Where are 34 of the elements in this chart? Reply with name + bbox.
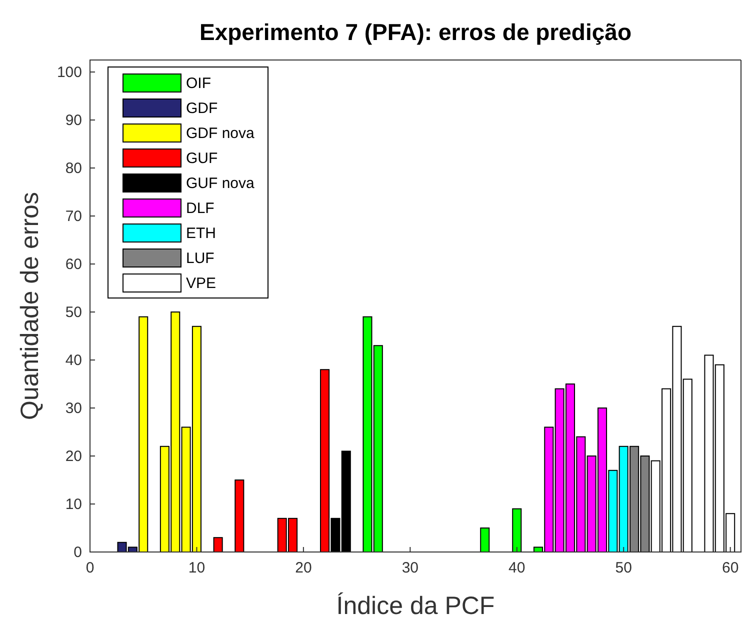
legend-label: ETH [186,225,216,242]
y-tick-label: 70 [65,208,82,225]
legend-label: VPE [186,275,216,292]
y-tick-label: 0 [74,544,82,561]
y-tick-label: 10 [65,496,82,513]
x-tick-label: 40 [508,560,526,577]
x-tick-label: 30 [402,560,419,577]
x-axis-title: Índice da PCF [336,592,495,620]
y-tick-label: 100 [56,64,82,81]
bar [213,537,223,552]
chart-title: Experimento 7 (PFA): erros de predição [199,19,632,45]
y-tick-label: 80 [65,160,82,177]
x-tick-label: 60 [722,560,739,577]
y-tick-label: 30 [65,400,82,417]
x-tick-label: 0 [86,560,94,577]
legend-label: GUF [186,150,218,167]
y-tick-label: 60 [65,256,82,273]
y-axis-title: Quantidade de erros [16,192,44,420]
bar [234,480,244,552]
x-tick-label: 20 [295,560,312,577]
bar [480,528,490,552]
legend-label: DLF [186,200,214,217]
legend-label: OIF [186,75,211,92]
bar [512,508,522,552]
x-tick-label: 10 [188,560,206,577]
x-tick-label: 50 [615,560,632,577]
y-tick-label: 20 [65,448,82,465]
y-tick-label: 50 [65,304,82,321]
y-tick-label: 90 [65,112,82,129]
legend-label: GUF nova [186,175,256,192]
legend-label: GDF [186,100,218,117]
legend-label: GDF nova [186,125,256,142]
legend-label: LUF [186,250,214,267]
y-tick-label: 40 [65,352,82,369]
